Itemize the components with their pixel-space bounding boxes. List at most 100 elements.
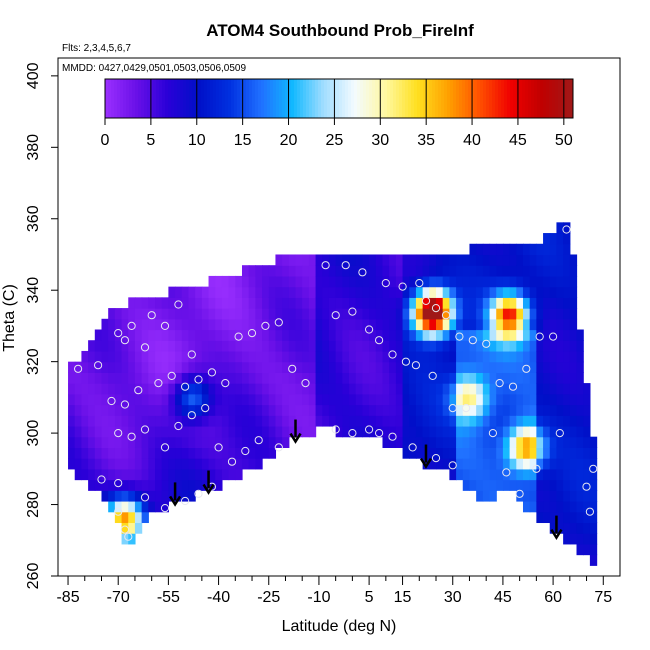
heatmap-cell bbox=[188, 425, 196, 438]
heatmap-cell bbox=[335, 297, 343, 309]
heatmap-cell bbox=[516, 275, 524, 288]
heatmap-cell bbox=[482, 297, 491, 309]
heatmap-cell bbox=[516, 404, 524, 416]
heatmap-cell bbox=[181, 329, 190, 341]
colorbar-swatch bbox=[183, 79, 187, 118]
colorbar-swatch bbox=[402, 79, 406, 118]
heatmap-cell bbox=[362, 372, 370, 384]
heatmap-cell bbox=[148, 479, 156, 491]
heatmap-cell bbox=[409, 404, 417, 416]
sample-point bbox=[274, 318, 283, 327]
heatmap-cell bbox=[429, 318, 437, 331]
heatmap-cell bbox=[181, 361, 190, 373]
heatmap-cell bbox=[288, 340, 297, 352]
heatmap-cell bbox=[502, 265, 511, 277]
heatmap-cell bbox=[589, 490, 598, 502]
heatmap-cell bbox=[389, 297, 397, 309]
heatmap-cell bbox=[496, 297, 504, 309]
colorbar-swatch bbox=[210, 79, 214, 118]
heatmap-cell bbox=[556, 222, 564, 234]
heatmap-cell bbox=[496, 468, 504, 481]
heatmap-cell bbox=[502, 425, 511, 438]
sample-point bbox=[174, 421, 183, 431]
heatmap-cell bbox=[255, 275, 263, 288]
heatmap-cell bbox=[322, 254, 330, 266]
heatmap-cell bbox=[94, 425, 103, 438]
x-tick-label: 5 bbox=[365, 589, 374, 606]
heatmap-cell bbox=[241, 286, 250, 298]
colorbar-swatch bbox=[267, 79, 271, 118]
heatmap-cell bbox=[549, 233, 558, 245]
heatmap-cell bbox=[429, 275, 437, 288]
colorbar-swatch bbox=[507, 79, 511, 118]
heatmap-cell bbox=[128, 436, 136, 448]
heatmap-cell bbox=[456, 340, 464, 352]
colorbar-swatch bbox=[567, 79, 571, 118]
sample-point bbox=[97, 475, 106, 484]
heatmap-cell bbox=[255, 265, 263, 277]
heatmap-cell bbox=[248, 447, 256, 459]
heatmap-cell bbox=[268, 404, 277, 416]
colorbar-swatch bbox=[147, 79, 151, 118]
heatmap-cell bbox=[108, 404, 116, 416]
heatmap-cell bbox=[462, 458, 471, 470]
heatmap-cell bbox=[308, 275, 317, 288]
heatmap-cell bbox=[509, 468, 517, 481]
heatmap-cell bbox=[429, 458, 437, 470]
heatmap-cell bbox=[462, 383, 471, 395]
sample-point bbox=[140, 425, 150, 434]
heatmap-cell bbox=[128, 361, 136, 373]
heatmap-cell bbox=[228, 372, 236, 384]
heatmap-cell bbox=[322, 393, 330, 406]
heatmap-cell bbox=[241, 265, 250, 277]
heatmap-cell bbox=[128, 468, 136, 481]
heatmap-cell bbox=[576, 490, 584, 502]
heatmap-cell bbox=[315, 329, 323, 341]
heatmap-cell bbox=[108, 468, 116, 481]
heatmap-cell bbox=[255, 415, 263, 427]
arrow-head bbox=[419, 457, 433, 469]
heatmap-cell bbox=[449, 329, 457, 341]
heatmap-cell bbox=[235, 436, 243, 448]
heatmap-cell bbox=[275, 340, 283, 352]
heatmap-cell bbox=[589, 554, 598, 566]
heatmap-cell bbox=[362, 308, 370, 320]
heatmap-cell bbox=[409, 447, 417, 459]
heatmap-cell bbox=[389, 318, 397, 331]
heatmap-cell bbox=[469, 275, 477, 288]
heatmap-cell bbox=[556, 308, 564, 320]
heatmap-cell bbox=[509, 350, 517, 363]
heatmap-cell bbox=[241, 415, 250, 427]
heatmap-cell bbox=[335, 372, 343, 384]
heatmap-cell bbox=[436, 254, 444, 266]
colorbar-swatch bbox=[471, 79, 475, 118]
heatmap-cell bbox=[322, 329, 330, 341]
heatmap-cell bbox=[402, 297, 410, 309]
heatmap-cell bbox=[74, 404, 83, 416]
chart-title: ATOM4 Southbound Prob_FireInf bbox=[206, 21, 474, 40]
heatmap-cell bbox=[462, 415, 471, 427]
heatmap-cell bbox=[108, 308, 116, 320]
colorbar-swatch bbox=[171, 79, 175, 118]
heatmap-cell bbox=[389, 265, 397, 277]
heatmap-cell bbox=[496, 425, 504, 438]
heatmap-cell bbox=[375, 329, 384, 341]
heatmap-cell bbox=[201, 393, 210, 406]
heatmap-cell bbox=[208, 340, 216, 352]
heatmap-cell bbox=[108, 361, 116, 373]
heatmap-cell bbox=[375, 286, 384, 298]
heatmap-cell bbox=[442, 393, 450, 406]
heatmap-cell bbox=[502, 458, 511, 470]
heatmap-cell bbox=[476, 361, 484, 373]
colorbar-swatch bbox=[465, 79, 469, 118]
heatmap-cell bbox=[295, 329, 303, 341]
colorbar: 0 5 10 15 20 25 30 35 40 45 50 bbox=[101, 78, 574, 149]
heatmap-cell bbox=[369, 308, 377, 320]
heatmap-cell bbox=[188, 329, 196, 341]
heatmap-cell bbox=[74, 425, 83, 438]
heatmap-cell bbox=[563, 425, 571, 438]
heatmap-cell bbox=[449, 383, 457, 395]
heatmap-cell bbox=[101, 372, 109, 384]
colorbar-swatch bbox=[162, 79, 166, 118]
heatmap-cell bbox=[563, 415, 571, 427]
